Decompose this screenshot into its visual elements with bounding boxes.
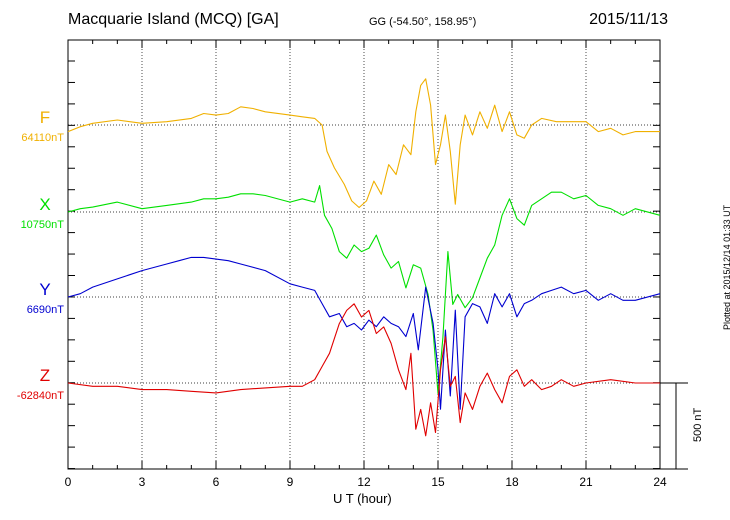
- component-label-x: X: [39, 195, 51, 214]
- baseline-value-y: 6690nT: [26, 304, 64, 316]
- x-tick-label: 21: [579, 475, 593, 489]
- series-line-x: [67, 185, 661, 395]
- plotted-timestamp: Plotted at 2015/12/14 01:33 UT: [722, 204, 730, 330]
- scale-bar-label: 500 nT: [692, 407, 704, 442]
- station-coordinates: GG (-54.50°, 158.95°): [369, 16, 477, 28]
- x-tick-label: 24: [653, 475, 667, 489]
- series-line-y: [67, 256, 661, 410]
- x-tick-label: 9: [287, 475, 294, 489]
- baseline-value-z: -62840nT: [16, 390, 64, 402]
- x-tick-label: 3: [139, 475, 146, 489]
- x-tick-label: 12: [357, 475, 371, 489]
- x-tick-label: 18: [505, 475, 519, 489]
- baseline-value-f: 64110nT: [21, 132, 64, 144]
- plot-date: 2015/11/13: [589, 11, 668, 28]
- x-axis-label: U T (hour): [333, 491, 392, 506]
- series-line-z: [67, 303, 660, 437]
- baseline-value-x: 10750nT: [20, 219, 64, 231]
- x-tick-label: 6: [213, 475, 220, 489]
- station-title: Macquarie Island (MCQ) [GA]: [68, 11, 279, 28]
- x-tick-label: 15: [431, 475, 445, 489]
- component-label-y: Y: [39, 280, 51, 299]
- component-label-z: Z: [39, 366, 51, 385]
- component-label-f: F: [39, 108, 51, 127]
- series-line-f: [67, 78, 660, 209]
- x-tick-label: 0: [65, 475, 72, 489]
- plot-frame: [67, 39, 661, 470]
